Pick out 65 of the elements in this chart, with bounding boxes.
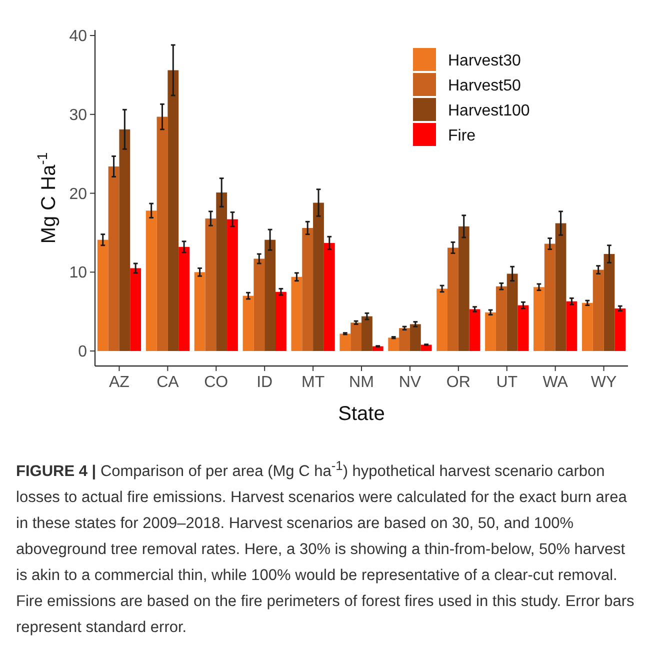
legend-label: Harvest30 xyxy=(448,52,522,70)
x-tick-label: CO xyxy=(204,374,228,391)
y-tick-label: 20 xyxy=(69,186,88,203)
bar xyxy=(362,316,372,352)
bar xyxy=(566,301,578,352)
text: FIGURE 4 | Comparison of per area (Mg C ha$^{-1}$) hypothetical harvest scenario carbon losses to actual fire emissions. Harvest scenarios were calculated for the exact burn area in these states for 2009–2018. Harvest scenarios are based on 30, 50, and 100% aboveground tree removal rates. Here, a 30% is showing a thin-from-below, 50% harvest is akin to a commercial thin, while 100% would be representative of a clear-cut removal. Fire emissions are based on the fire perimeters of forest fires used in this study. Error bars represent standard error. xyxy=(16,458,634,636)
bar xyxy=(399,328,410,352)
x-tick-label: AZ xyxy=(109,374,130,391)
bar xyxy=(436,288,448,352)
bar xyxy=(216,192,228,352)
x-tick-label: WY xyxy=(590,374,617,391)
x-tick-label: NM xyxy=(349,374,374,391)
bar xyxy=(302,228,314,352)
bar xyxy=(350,322,362,352)
y-tick-label: 10 xyxy=(69,264,88,282)
bar xyxy=(130,268,142,352)
x-tick-label: ID xyxy=(256,374,273,391)
bar xyxy=(614,308,626,352)
bar xyxy=(555,223,566,352)
x-tick-label: NV xyxy=(398,374,422,391)
bar xyxy=(227,219,238,352)
bar xyxy=(146,210,157,352)
bar xyxy=(340,334,351,352)
x-axis-title: State xyxy=(338,403,385,425)
bar xyxy=(518,305,529,352)
bar xyxy=(156,116,168,352)
x-tick-label: WA xyxy=(542,374,568,391)
bar xyxy=(242,296,254,352)
bar xyxy=(178,246,190,352)
bar xyxy=(254,258,265,352)
bar xyxy=(506,274,518,352)
bar xyxy=(544,244,556,352)
bar xyxy=(604,254,615,352)
bar xyxy=(313,202,324,352)
bar xyxy=(264,240,276,352)
bar xyxy=(592,270,604,352)
bar xyxy=(275,292,286,352)
x-tick-label: MT xyxy=(301,374,325,391)
bar xyxy=(582,302,593,352)
bar xyxy=(469,309,480,352)
bar xyxy=(97,240,108,352)
bar xyxy=(410,324,421,352)
bar xyxy=(420,344,432,352)
x-tick-label: OR xyxy=(446,374,470,391)
bar xyxy=(194,272,206,352)
bar xyxy=(496,286,507,352)
y-tick-label: 0 xyxy=(78,344,88,361)
y-tick-label: 30 xyxy=(69,106,88,124)
legend-label: Fire xyxy=(448,128,476,145)
bar xyxy=(205,218,216,352)
bar xyxy=(534,287,544,352)
bar xyxy=(458,226,470,352)
bar xyxy=(485,312,496,352)
legend-label: Harvest100 xyxy=(448,102,530,120)
bar xyxy=(291,276,302,352)
x-tick-label: CA xyxy=(156,374,180,391)
y-tick-label: 40 xyxy=(69,28,88,46)
bar xyxy=(388,338,400,352)
x-tick-label: UT xyxy=(496,374,518,391)
bar xyxy=(324,242,335,352)
legend-label: Harvest50 xyxy=(448,78,522,95)
bar xyxy=(108,166,120,352)
bar xyxy=(168,70,179,352)
bar xyxy=(448,248,458,352)
bar xyxy=(119,129,130,352)
